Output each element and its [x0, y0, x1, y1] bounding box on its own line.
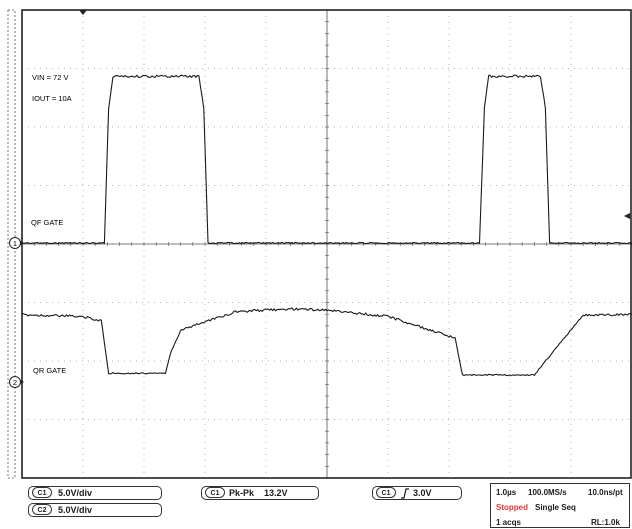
trigger-position-icon: [79, 10, 87, 15]
ch1-ground-marker: 1: [9, 237, 24, 249]
traces: [21, 74, 632, 377]
ch1-scale-box: C1 5.0V/div: [28, 486, 162, 500]
series-label-qr-gate: QR GATE: [33, 366, 66, 375]
series-label-qf-gate: QF GATE: [31, 218, 63, 227]
measurement-label: Pk-Pk: [229, 488, 255, 498]
annotation-iout: IOUT = 10A: [32, 94, 72, 103]
sample-rate: 100.0MS/s: [528, 488, 567, 497]
ch2-marker-label: 2: [13, 378, 17, 387]
ch1-marker-label: 1: [13, 239, 17, 248]
acquisition-count: 1 acqs: [496, 518, 521, 527]
trigger-level: 3.0V: [413, 488, 432, 498]
ch1-marker-arrow: [20, 240, 24, 246]
ch2-scale: 5.0V/div: [58, 505, 93, 515]
ch2-scale-box: C2 5.0V/div: [28, 503, 162, 517]
acquisition-state: Stopped: [496, 503, 528, 512]
annotation-vin: VIN = 72 V: [32, 73, 68, 82]
trace-qf-gate: [21, 74, 632, 245]
ch1-tag: C1: [32, 487, 52, 498]
measurement-value: 13.2V: [264, 488, 288, 498]
ch2-marker-arrow: [20, 379, 24, 385]
trigger-tag: C1: [376, 487, 396, 498]
ch2-ground-marker: 2: [9, 376, 24, 388]
acquisition-mode: Single Seq: [535, 503, 576, 512]
record-length: RL:1.0k: [591, 518, 620, 527]
rising-edge-icon: [401, 488, 409, 499]
trigger-box: C1 3.0V: [372, 486, 462, 500]
trigger-level-arrow-icon: [624, 213, 630, 219]
timebase: 1.0µs: [496, 488, 517, 497]
markers: 12: [9, 10, 630, 388]
measurement-tag: C1: [205, 487, 225, 498]
graticule: [21, 9, 632, 479]
acquisition-panel: 1.0µs 100.0MS/s 10.0ns/pt Stopped Single…: [490, 483, 630, 528]
resolution: 10.0ns/pt: [588, 488, 623, 497]
measurement-box: C1 Pk-Pk 13.2V: [201, 486, 319, 500]
trace-qr-gate: [21, 307, 632, 377]
ch1-scale: 5.0V/div: [58, 488, 93, 498]
oscilloscope-plot: 12 VIN = 72 V IOUT = 10A QF GATE QR GATE: [7, 9, 632, 479]
ch2-tag: C2: [32, 504, 52, 515]
